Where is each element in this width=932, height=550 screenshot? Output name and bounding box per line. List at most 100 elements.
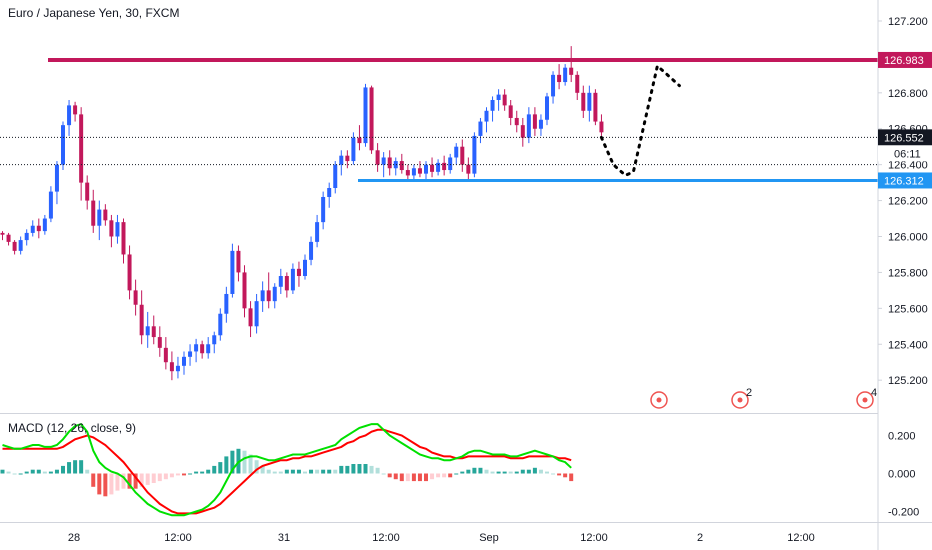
candle: [484, 110, 489, 122]
macd-title: MACD (12, 26, close, 9): [8, 421, 136, 435]
macd-tick-label: 0.200: [888, 431, 916, 443]
candle: [109, 220, 114, 237]
event-marker[interactable]: [650, 391, 668, 409]
price-label-box: [878, 172, 932, 189]
candle: [6, 234, 11, 242]
candle: [345, 155, 350, 162]
macd-histogram-bar: [272, 471, 277, 474]
candle: [442, 162, 447, 171]
candle: [54, 164, 59, 192]
macd-histogram-bar: [399, 473, 404, 482]
candle: [430, 164, 435, 172]
macd-histogram-bar: [133, 473, 138, 489]
macd-histogram-bar: [163, 473, 168, 480]
candle: [272, 286, 277, 302]
macd-histogram-bar: [169, 473, 174, 478]
macd-histogram-bar: [411, 473, 416, 482]
macd-histogram-bar: [290, 469, 295, 474]
macd-histogram-bar: [296, 469, 301, 474]
macd-histogram-bar: [224, 456, 229, 474]
candle: [532, 114, 537, 129]
macd-histogram-bar: [484, 469, 489, 474]
candle: [18, 240, 23, 251]
candle: [460, 146, 465, 165]
time-tick-label: 12:00: [787, 532, 815, 544]
macd-histogram-bar: [466, 469, 471, 474]
macd-histogram-bar: [333, 469, 338, 474]
macd-histogram-bar: [345, 465, 350, 474]
event-marker[interactable]: 4: [856, 387, 877, 409]
macd-histogram-bar: [496, 471, 501, 474]
candle: [575, 74, 580, 93]
time-tick-label: 31: [278, 532, 290, 544]
candle: [248, 308, 253, 327]
candle: [206, 344, 211, 354]
macd-histogram-bar: [157, 473, 162, 482]
price-tick-label: 126.000: [888, 232, 928, 244]
macd-histogram-bar: [490, 471, 495, 474]
macd-histogram-bar: [218, 462, 223, 474]
price-label-box: [878, 51, 932, 68]
macd-histogram-bar: [278, 471, 283, 474]
price-tick-label: 125.600: [888, 303, 928, 315]
candle: [79, 114, 84, 183]
candle: [399, 161, 404, 171]
event-marker[interactable]: 2: [731, 387, 752, 409]
candle: [24, 232, 29, 241]
macd-histogram-bar: [206, 469, 211, 474]
candle: [448, 157, 453, 171]
time-tick-label: 12:00: [580, 532, 608, 544]
candle: [424, 164, 428, 174]
macd-histogram-bar: [284, 469, 289, 474]
candle: [405, 170, 410, 176]
macd-histogram-bar: [557, 473, 562, 476]
candle: [387, 157, 392, 169]
macd-histogram-bar: [145, 473, 150, 485]
candle: [48, 191, 53, 219]
candle: [466, 164, 471, 174]
macd-histogram-bar: [73, 460, 78, 474]
candle: [538, 119, 543, 129]
macd-histogram-bar: [54, 469, 59, 474]
candle: [115, 222, 120, 237]
macd-histogram-bar: [442, 473, 447, 478]
candle: [472, 135, 477, 174]
time-tick-label: 2: [697, 532, 703, 544]
event-marker-dot: [737, 397, 743, 403]
time-tick-label: 28: [68, 532, 80, 544]
candle: [339, 155, 344, 165]
macd-histogram-bar: [91, 473, 96, 487]
candle: [557, 74, 562, 83]
candle: [188, 351, 193, 357]
time-tick-label: Sep: [479, 532, 499, 544]
macd-histogram-bar: [97, 473, 102, 495]
candle: [545, 96, 549, 120]
price-tick-label: 125.400: [888, 339, 928, 351]
macd-histogram-bar: [375, 467, 380, 474]
macd-histogram-bar: [448, 473, 453, 478]
macd-histogram-bar: [242, 450, 247, 474]
time-axis: 28 12:00 31 12:00 Sep 12:00 2 12:00: [0, 522, 932, 544]
projection-path[interactable]: [599, 63, 681, 178]
macd-tick-label: -0.200: [888, 507, 919, 519]
macd-tick-label: 0.000: [888, 469, 916, 481]
macd-histogram-bar: [121, 473, 126, 489]
event-marker-dot: [862, 397, 868, 403]
countdown-text: 06:11: [894, 148, 921, 160]
macd-histogram-bar: [0, 469, 5, 474]
macd-histogram-bar: [79, 460, 84, 474]
price-tick-label: 125.200: [888, 375, 928, 387]
candle: [393, 161, 398, 169]
candle: [520, 125, 525, 138]
candle: [333, 164, 338, 189]
candle: [127, 254, 132, 291]
candle: [381, 157, 386, 165]
macd-histogram-bar: [502, 471, 507, 474]
candle: [61, 125, 65, 165]
price-label-box: [878, 129, 932, 146]
candle: [254, 301, 259, 327]
candle: [121, 222, 126, 255]
macd-histogram-bar: [260, 465, 265, 474]
macd-histogram-bar: [303, 471, 307, 474]
